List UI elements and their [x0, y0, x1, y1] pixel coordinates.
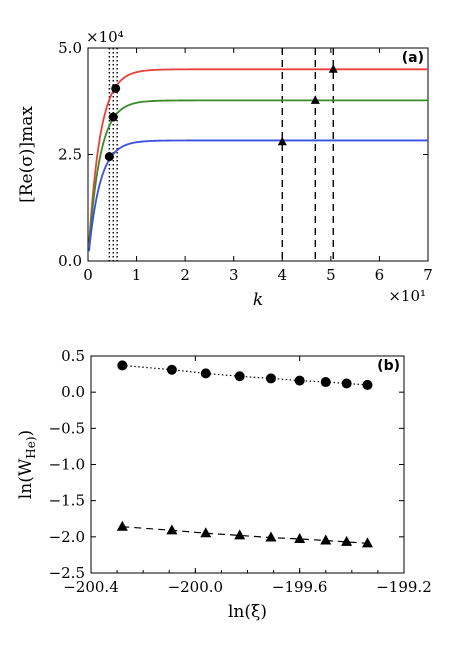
panel-a-series-line — [88, 139, 428, 252]
panel-b-series-line — [122, 526, 368, 544]
panel-a-ylabel: [Re(σ)]max — [17, 106, 37, 203]
panel-b-circle-marker — [234, 371, 245, 382]
panel-a-triangle-marker — [310, 95, 320, 104]
panel-b-xlabel: ln(ξ) — [228, 602, 267, 622]
panel-a-ytick-label: 5.0 — [58, 39, 82, 57]
panel-b-xtick-label: −199.6 — [272, 578, 328, 596]
panel-a-xlabel: k — [253, 290, 263, 310]
panel-b-circle-marker — [117, 360, 128, 371]
panel-b-xtick-label: −200.4 — [63, 578, 119, 596]
panel-a-xtick-label: 0 — [83, 266, 93, 284]
panel-a-series-line — [88, 68, 428, 246]
panel-b-triangle-marker — [166, 524, 178, 535]
panel-b-triangle-marker — [361, 537, 373, 548]
panel-a-xtick-label: 7 — [423, 266, 433, 284]
panel-b-circle-marker — [341, 378, 352, 389]
panel-b-triangle-marker — [294, 533, 306, 544]
panel-b-ytick-label: 0.0 — [61, 383, 85, 401]
panel-a-frame — [87, 47, 429, 262]
panel-a-ytick-label: 0.0 — [58, 252, 82, 270]
panel-b-circle-marker — [200, 368, 211, 379]
panel-b-ytick-label: −1.0 — [49, 456, 85, 474]
panel-b-circle-marker — [166, 364, 177, 375]
panel-b-circle-marker — [294, 375, 305, 386]
panel-a-xtick-label: 1 — [132, 266, 142, 284]
panel-a-triangle-marker — [328, 64, 338, 73]
panel-a-circle-marker — [104, 152, 114, 162]
panel-b-xtick-label: −199.2 — [376, 578, 432, 596]
panel-b-xtick-label: −200.0 — [168, 578, 224, 596]
panel-b-label: (b) — [377, 358, 400, 374]
panel-a-ytick-label: 2.5 — [58, 146, 82, 164]
panel-b-frame — [90, 355, 405, 574]
panel-b-ytick-label: 0.5 — [61, 347, 85, 365]
panel-b-circle-marker — [265, 373, 276, 384]
panel-b-ytick-label: −1.5 — [49, 492, 85, 510]
panel-b-triangle-marker — [320, 534, 332, 545]
panel-b-triangle-marker — [200, 527, 212, 538]
panel-a-xtick-label: 2 — [180, 266, 190, 284]
panel-b-ytick-label: −2.0 — [49, 528, 85, 546]
panel-a-label: (a) — [402, 50, 424, 66]
panel-a-circle-marker — [111, 83, 121, 93]
panel-a-x-multiplier: ×10¹ — [388, 287, 426, 305]
panel-b-circle-marker — [320, 377, 331, 388]
panel-a-circle-marker — [108, 112, 118, 122]
panel-a-triangle-marker — [277, 136, 287, 146]
panel-a-xtick-label: 5 — [326, 266, 336, 284]
panel-a-y-multiplier: ×10⁴ — [86, 28, 124, 46]
panel-b-triangle-marker — [265, 531, 277, 542]
panel-a-series-line — [88, 99, 428, 249]
panel-b-ytick-label: −2.5 — [49, 564, 85, 582]
panel-a-xtick-label: 3 — [229, 266, 239, 284]
panel-b-triangle-marker — [234, 529, 246, 540]
panel-b-triangle-marker — [116, 520, 128, 531]
panel-a-xtick-label: 4 — [278, 266, 288, 284]
panel-b-ytick-label: −0.5 — [49, 419, 85, 437]
panel-b-ylabel: ln(WHe)) — [16, 430, 38, 499]
panel-b-circle-marker — [362, 379, 373, 390]
panel-a-xtick-label: 6 — [375, 266, 385, 284]
panel-b-triangle-marker — [341, 535, 353, 546]
